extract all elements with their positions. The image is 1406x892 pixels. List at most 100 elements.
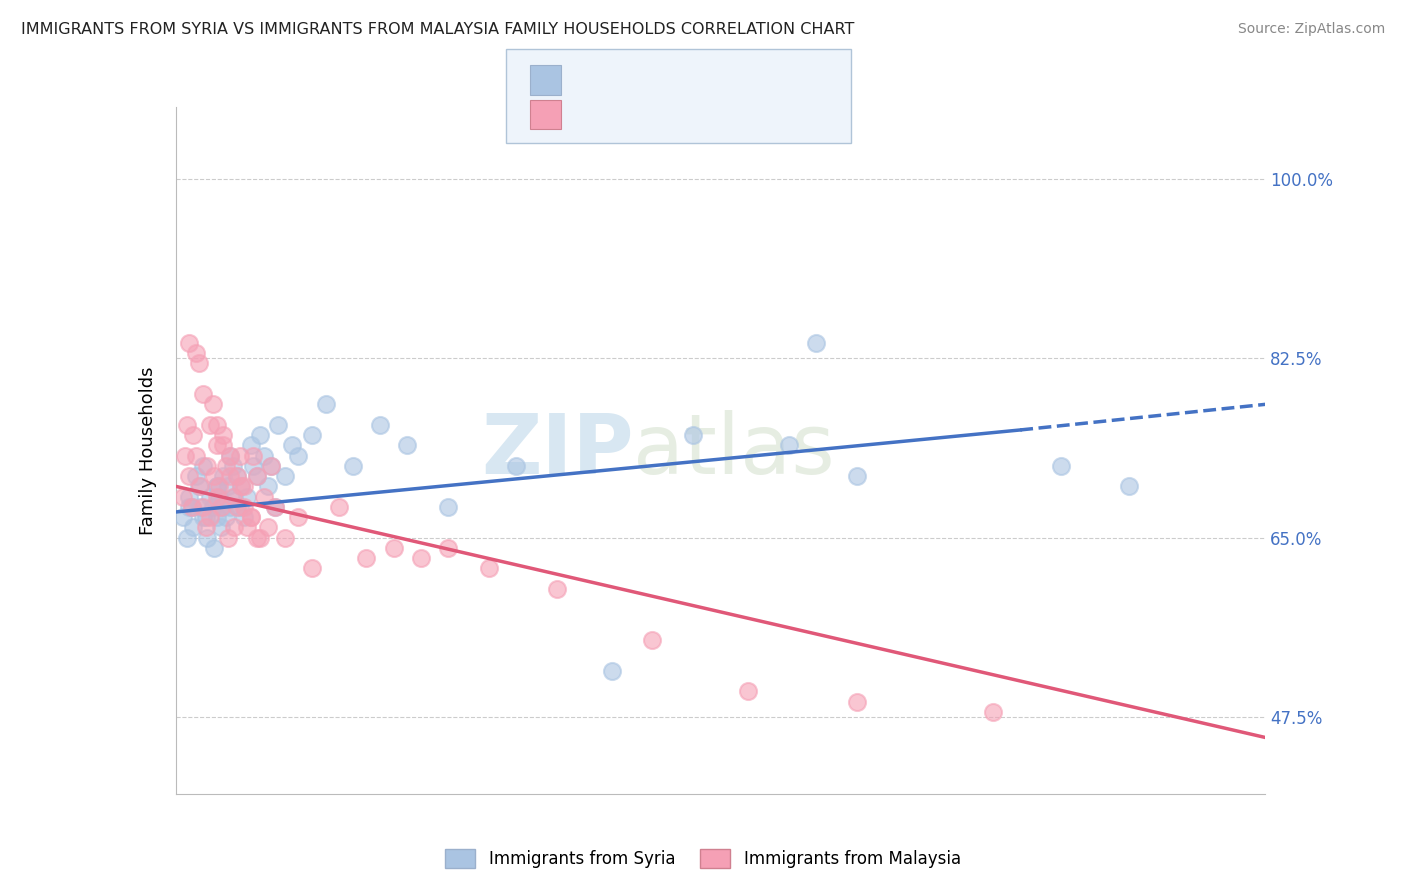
Point bbox=[191, 387, 214, 401]
Point bbox=[172, 490, 194, 504]
Point bbox=[229, 500, 252, 514]
Point bbox=[186, 449, 208, 463]
Point bbox=[217, 479, 239, 493]
Point bbox=[356, 551, 378, 566]
Point bbox=[368, 417, 391, 432]
Point bbox=[287, 449, 309, 463]
Point bbox=[188, 500, 211, 514]
Legend: Immigrants from Syria, Immigrants from Malaysia: Immigrants from Syria, Immigrants from M… bbox=[439, 843, 967, 875]
Point bbox=[260, 458, 283, 473]
Point bbox=[212, 469, 235, 483]
Point bbox=[301, 428, 323, 442]
Point bbox=[253, 490, 276, 504]
Text: IMMIGRANTS FROM SYRIA VS IMMIGRANTS FROM MALAYSIA FAMILY HOUSEHOLDS CORRELATION : IMMIGRANTS FROM SYRIA VS IMMIGRANTS FROM… bbox=[21, 22, 855, 37]
Point bbox=[191, 500, 214, 514]
Point bbox=[232, 479, 254, 493]
Point bbox=[682, 428, 704, 442]
Point bbox=[208, 479, 231, 493]
Point bbox=[179, 469, 201, 483]
Point bbox=[253, 449, 276, 463]
Point bbox=[342, 458, 364, 473]
Point bbox=[274, 469, 297, 483]
Point bbox=[191, 510, 214, 524]
Point bbox=[205, 479, 228, 493]
Point bbox=[264, 500, 287, 514]
Point bbox=[205, 510, 228, 524]
Point bbox=[396, 438, 419, 452]
Point bbox=[179, 490, 201, 504]
Point bbox=[267, 417, 290, 432]
Text: 63: 63 bbox=[695, 105, 717, 124]
Point bbox=[257, 479, 280, 493]
Point bbox=[224, 520, 246, 534]
Point bbox=[249, 428, 271, 442]
Point bbox=[226, 469, 249, 483]
Point bbox=[600, 664, 623, 678]
Point bbox=[191, 458, 214, 473]
Point bbox=[179, 500, 201, 514]
Point bbox=[264, 500, 287, 514]
Point bbox=[239, 510, 262, 524]
Text: R = -0.304  N = 63: R = -0.304 N = 63 bbox=[575, 105, 733, 124]
Point bbox=[195, 458, 218, 473]
Point bbox=[505, 458, 527, 473]
Point bbox=[186, 469, 208, 483]
Point bbox=[437, 541, 460, 555]
Point bbox=[231, 479, 253, 493]
Point bbox=[232, 500, 254, 514]
Point bbox=[232, 510, 254, 524]
Point bbox=[224, 490, 246, 504]
Point bbox=[202, 541, 225, 555]
Point bbox=[212, 438, 235, 452]
Point bbox=[382, 541, 405, 555]
Point bbox=[219, 500, 242, 514]
Point bbox=[181, 500, 204, 514]
Point bbox=[208, 490, 231, 504]
Point bbox=[217, 531, 239, 545]
Point bbox=[219, 449, 242, 463]
Point bbox=[195, 531, 218, 545]
Point bbox=[242, 449, 264, 463]
Point bbox=[222, 458, 245, 473]
Point bbox=[205, 479, 228, 493]
Point bbox=[202, 469, 225, 483]
Point bbox=[186, 346, 208, 360]
Point bbox=[981, 705, 1004, 719]
Point bbox=[778, 438, 800, 452]
Point bbox=[209, 520, 232, 534]
Point bbox=[804, 335, 827, 350]
Point bbox=[198, 417, 221, 432]
Point bbox=[246, 531, 269, 545]
Point bbox=[235, 490, 257, 504]
Point bbox=[181, 500, 204, 514]
Point bbox=[215, 510, 238, 524]
Point bbox=[280, 438, 302, 452]
Point bbox=[198, 490, 221, 504]
Point bbox=[257, 520, 280, 534]
Point bbox=[1118, 479, 1140, 493]
Text: R =  0.194  N = 60: R = 0.194 N = 60 bbox=[575, 70, 733, 89]
Point bbox=[242, 458, 264, 473]
Point bbox=[1050, 458, 1073, 473]
Point bbox=[478, 561, 501, 575]
Point bbox=[222, 490, 245, 504]
Point bbox=[274, 531, 297, 545]
Point bbox=[188, 479, 211, 493]
Point bbox=[246, 469, 269, 483]
Point bbox=[179, 335, 201, 350]
Point bbox=[176, 417, 198, 432]
Point bbox=[235, 520, 257, 534]
Point bbox=[201, 397, 224, 411]
Point bbox=[201, 500, 224, 514]
Point bbox=[176, 531, 198, 545]
Point bbox=[239, 438, 262, 452]
Text: Source: ZipAtlas.com: Source: ZipAtlas.com bbox=[1237, 22, 1385, 37]
Point bbox=[845, 695, 868, 709]
Point bbox=[226, 500, 249, 514]
Point bbox=[409, 551, 432, 566]
Point bbox=[209, 500, 232, 514]
Point bbox=[187, 479, 209, 493]
Point bbox=[215, 458, 238, 473]
Point bbox=[226, 469, 249, 483]
Point bbox=[198, 510, 221, 524]
